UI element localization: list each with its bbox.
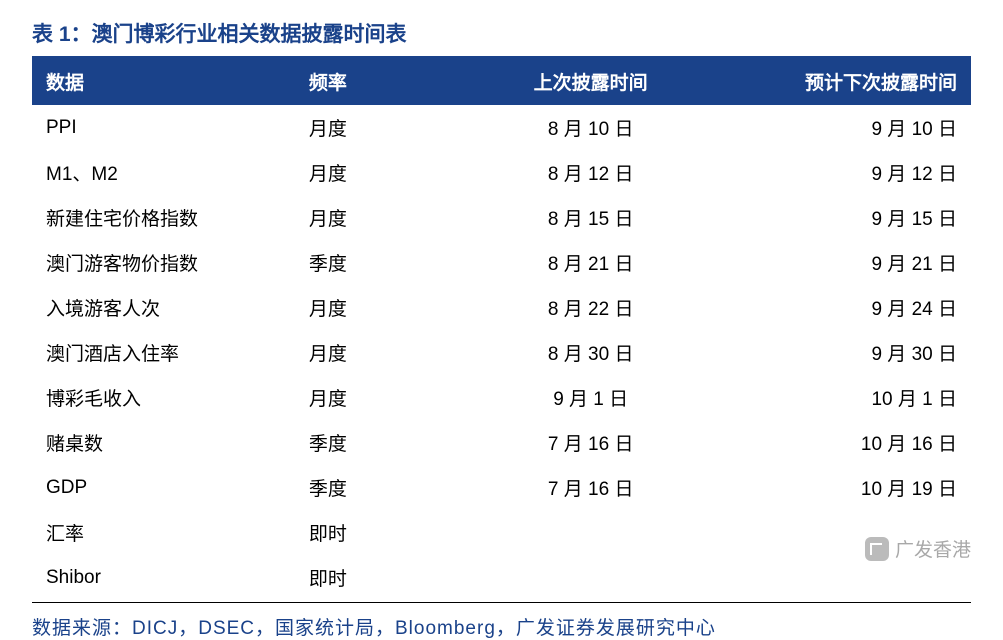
header-freq: 频率 [295, 58, 464, 105]
table-cell: 9 月 21 日 [717, 240, 971, 285]
table-cell [464, 510, 718, 555]
table-cell: 即时 [295, 510, 464, 555]
table-cell: 季度 [295, 465, 464, 510]
table-cell: M1、M2 [32, 150, 295, 195]
table-cell: 8 月 22 日 [464, 285, 718, 330]
table-row: PPI月度8 月 10 日9 月 10 日 [32, 105, 971, 150]
table-cell: PPI [32, 105, 295, 150]
table-cell: 8 月 15 日 [464, 195, 718, 240]
table-cell: 月度 [295, 375, 464, 420]
header-last: 上次披露时间 [464, 58, 718, 105]
table-cell: 季度 [295, 420, 464, 465]
table-cell: 7 月 16 日 [464, 465, 718, 510]
table-row: 汇率即时 [32, 510, 971, 555]
table-cell: 即时 [295, 555, 464, 600]
watermark: 广发香港 [865, 535, 971, 562]
table-row: 澳门游客物价指数季度8 月 21 日9 月 21 日 [32, 240, 971, 285]
table-row: Shibor即时 [32, 555, 971, 600]
header-next: 预计下次披露时间 [717, 58, 971, 105]
table-cell: 9 月 15 日 [717, 195, 971, 240]
table-row: M1、M2月度8 月 12 日9 月 12 日 [32, 150, 971, 195]
table-cell: 9 月 10 日 [717, 105, 971, 150]
table-row: 澳门酒店入住率月度8 月 30 日9 月 30 日 [32, 330, 971, 375]
table-cell: 7 月 16 日 [464, 420, 718, 465]
table-cell: 月度 [295, 285, 464, 330]
table-row: 赌桌数季度7 月 16 日10 月 16 日 [32, 420, 971, 465]
table-row: GDP季度7 月 16 日10 月 19 日 [32, 465, 971, 510]
table-cell: 月度 [295, 195, 464, 240]
table-cell: 月度 [295, 105, 464, 150]
table-cell: 澳门酒店入住率 [32, 330, 295, 375]
table-cell: 月度 [295, 330, 464, 375]
header-data: 数据 [32, 58, 295, 105]
table-row: 入境游客人次月度8 月 22 日9 月 24 日 [32, 285, 971, 330]
table-cell: 赌桌数 [32, 420, 295, 465]
table-cell: 月度 [295, 150, 464, 195]
table-cell: 10 月 16 日 [717, 420, 971, 465]
table-cell: 新建住宅价格指数 [32, 195, 295, 240]
table-header-row: 数据 频率 上次披露时间 预计下次披露时间 [32, 58, 971, 105]
table-cell: 入境游客人次 [32, 285, 295, 330]
table-cell: 8 月 21 日 [464, 240, 718, 285]
table-cell: 10 月 19 日 [717, 465, 971, 510]
table-cell [464, 555, 718, 600]
table-cell: 澳门游客物价指数 [32, 240, 295, 285]
table-cell: 9 月 12 日 [717, 150, 971, 195]
watermark-text: 广发香港 [895, 535, 971, 562]
table-cell: 9 月 30 日 [717, 330, 971, 375]
table-cell: 博彩毛收入 [32, 375, 295, 420]
table-cell: 季度 [295, 240, 464, 285]
table-cell: Shibor [32, 555, 295, 600]
table-cell: 8 月 10 日 [464, 105, 718, 150]
table-cell: 9 月 24 日 [717, 285, 971, 330]
table-row: 博彩毛收入月度9 月 1 日10 月 1 日 [32, 375, 971, 420]
table-cell: 汇率 [32, 510, 295, 555]
table-title: 表 1：澳门博彩行业相关数据披露时间表 [32, 18, 971, 58]
disclosure-table: 数据 频率 上次披露时间 预计下次披露时间 PPI月度8 月 10 日9 月 1… [32, 58, 971, 603]
table-cell: GDP [32, 465, 295, 510]
table-cell: 8 月 12 日 [464, 150, 718, 195]
table-row: 新建住宅价格指数月度8 月 15 日9 月 15 日 [32, 195, 971, 240]
table-cell: 10 月 1 日 [717, 375, 971, 420]
table-cell: 8 月 30 日 [464, 330, 718, 375]
table-cell: 9 月 1 日 [464, 375, 718, 420]
data-source: 数据来源：DICJ，DSEC，国家统计局，Bloomberg，广发证券发展研究中… [32, 603, 971, 640]
wechat-icon [865, 537, 889, 561]
